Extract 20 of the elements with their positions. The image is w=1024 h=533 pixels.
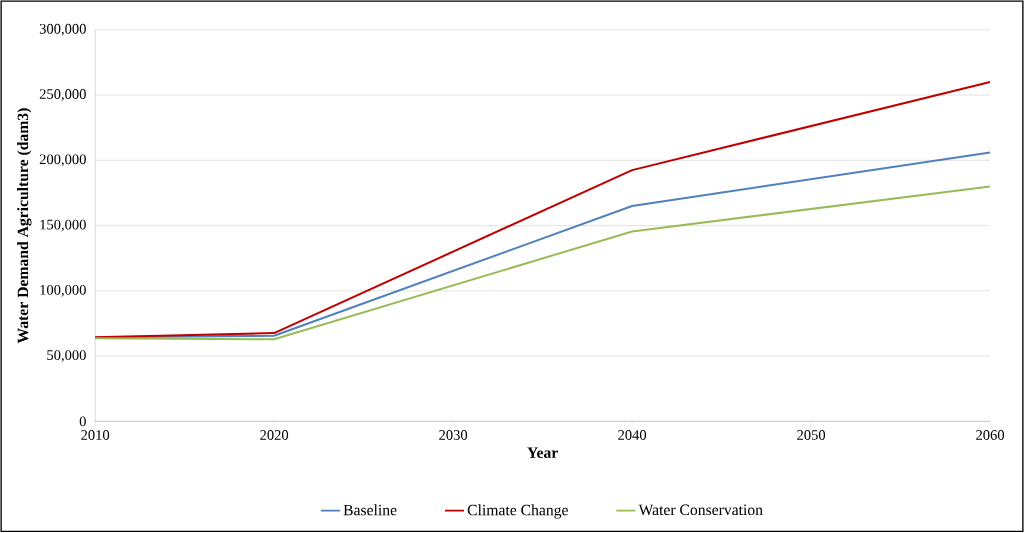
y-tick-label: 50,000 <box>47 350 86 363</box>
y-tick-label: 0 <box>79 416 86 427</box>
legend-label: Water Conservation <box>638 504 763 516</box>
x-axis-title: Year <box>527 447 558 459</box>
line-series <box>95 81 991 339</box>
y-tick-label: 150,000 <box>40 219 86 232</box>
x-tick-label: 2030 <box>439 430 468 441</box>
y-tick-label: 100,000 <box>40 285 86 298</box>
legend-label: Baseline <box>343 504 397 516</box>
line-series <box>95 185 991 341</box>
x-tick-label: 2050 <box>797 430 826 441</box>
x-tick-label: 2010 <box>81 430 110 441</box>
y-tick-label: 200,000 <box>39 154 86 167</box>
x-tick-label: 2020 <box>260 430 289 441</box>
y-tick-label: 250,000 <box>39 89 86 102</box>
legend-label: Climate Change <box>467 504 568 519</box>
x-tick-label: 2060 <box>976 430 1005 441</box>
x-tick-label: 2040 <box>618 430 647 441</box>
y-axis-title: Water Demand Agriculture (dam3) <box>17 108 32 344</box>
y-tick-label: 300,000 <box>39 24 86 36</box>
